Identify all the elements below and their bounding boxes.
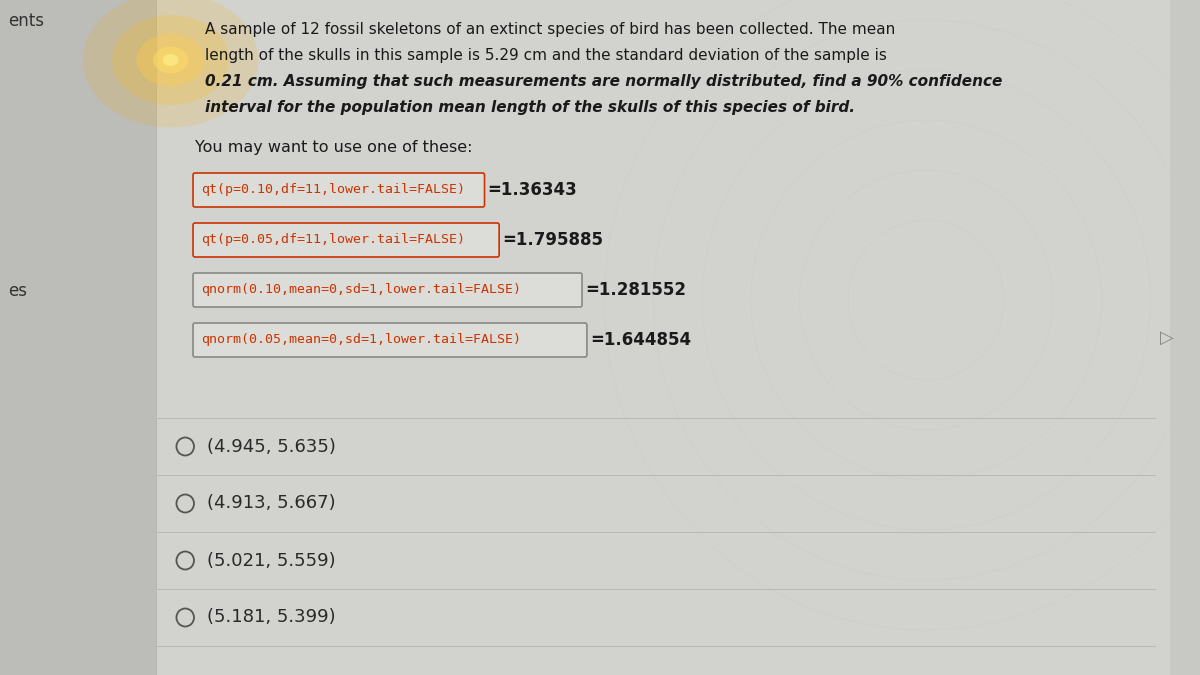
Text: =1.644854: =1.644854	[590, 331, 691, 349]
Ellipse shape	[112, 15, 229, 105]
FancyBboxPatch shape	[193, 323, 587, 357]
Text: (4.913, 5.667): (4.913, 5.667)	[206, 495, 335, 512]
Text: length of the skulls in this sample is 5.29 cm and the standard deviation of the: length of the skulls in this sample is 5…	[205, 48, 887, 63]
Text: qt(p=0.05,df=11,lower.tail=FALSE): qt(p=0.05,df=11,lower.tail=FALSE)	[200, 234, 464, 246]
FancyBboxPatch shape	[193, 223, 499, 257]
Ellipse shape	[163, 54, 179, 66]
Text: interval for the population mean length of the skulls of this species of bird.: interval for the population mean length …	[205, 100, 854, 115]
Text: =1.36343: =1.36343	[487, 181, 577, 199]
Text: (5.181, 5.399): (5.181, 5.399)	[206, 608, 335, 626]
Text: =1.795885: =1.795885	[502, 231, 604, 249]
Text: A sample of 12 fossil skeletons of an extinct species of bird has been collected: A sample of 12 fossil skeletons of an ex…	[205, 22, 895, 37]
Text: =1.281552: =1.281552	[584, 281, 686, 299]
Text: (4.945, 5.635): (4.945, 5.635)	[206, 437, 336, 456]
Ellipse shape	[83, 0, 258, 128]
FancyBboxPatch shape	[193, 173, 485, 207]
Text: qnorm(0.05,mean=0,sd=1,lower.tail=FALSE): qnorm(0.05,mean=0,sd=1,lower.tail=FALSE)	[200, 333, 521, 346]
FancyBboxPatch shape	[193, 273, 582, 307]
Ellipse shape	[137, 34, 205, 86]
Text: ents: ents	[7, 12, 43, 30]
FancyBboxPatch shape	[0, 0, 156, 675]
Text: qt(p=0.10,df=11,lower.tail=FALSE): qt(p=0.10,df=11,lower.tail=FALSE)	[200, 184, 464, 196]
Text: (5.021, 5.559): (5.021, 5.559)	[206, 551, 335, 570]
Text: ▷: ▷	[1160, 329, 1174, 347]
Ellipse shape	[154, 47, 188, 74]
Text: es: es	[7, 282, 26, 300]
Text: 0.21 cm. Assuming that such measurements are normally distributed, find a 90% co: 0.21 cm. Assuming that such measurements…	[205, 74, 1002, 89]
Text: qnorm(0.10,mean=0,sd=1,lower.tail=FALSE): qnorm(0.10,mean=0,sd=1,lower.tail=FALSE)	[200, 284, 521, 296]
Text: You may want to use one of these:: You may want to use one of these:	[194, 140, 473, 155]
FancyBboxPatch shape	[156, 0, 1170, 675]
